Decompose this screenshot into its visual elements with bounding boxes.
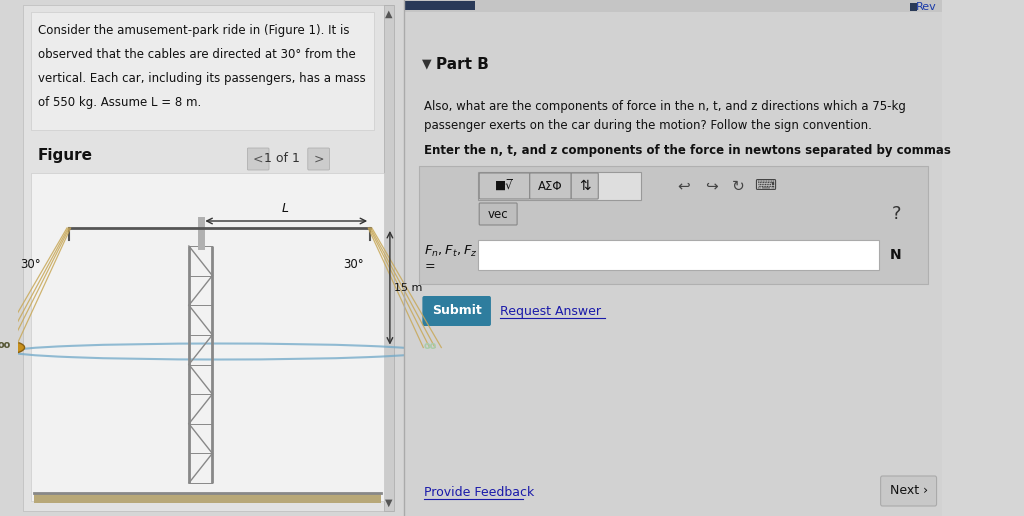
Text: of 550 kg. Assume L = 8 m.: of 550 kg. Assume L = 8 m. — [38, 96, 202, 109]
Text: oo: oo — [0, 340, 11, 349]
Ellipse shape — [0, 341, 25, 354]
Text: ▲: ▲ — [385, 9, 393, 19]
Text: ↩: ↩ — [678, 179, 690, 194]
FancyBboxPatch shape — [31, 12, 374, 130]
Text: Next ›: Next › — [890, 485, 928, 497]
Text: Figure: Figure — [38, 148, 93, 163]
Bar — [384, 5, 393, 511]
FancyBboxPatch shape — [478, 172, 641, 200]
Text: ▼: ▼ — [422, 57, 432, 70]
Text: vertical. Each car, including its passengers, has a mass: vertical. Each car, including its passen… — [38, 72, 366, 85]
Text: Request Answer: Request Answer — [500, 304, 601, 317]
Text: ?: ? — [892, 205, 901, 223]
Text: Consider the amusement-park ride in (Figure 1). It is: Consider the amusement-park ride in (Fig… — [38, 24, 349, 37]
Text: >: > — [313, 153, 324, 166]
Text: observed that the cables are directed at 30° from the: observed that the cables are directed at… — [38, 48, 356, 61]
FancyBboxPatch shape — [248, 148, 269, 170]
FancyBboxPatch shape — [23, 5, 392, 511]
Text: 1 of 1: 1 of 1 — [264, 153, 300, 166]
Text: L: L — [282, 202, 289, 215]
Text: Provide Feedback: Provide Feedback — [424, 486, 535, 498]
FancyBboxPatch shape — [881, 476, 937, 506]
Text: vec: vec — [487, 207, 509, 220]
Text: Rev: Rev — [915, 2, 937, 12]
Text: Also, what are the components of force in the n, t, and z directions which a 75-: Also, what are the components of force i… — [424, 100, 906, 113]
FancyBboxPatch shape — [529, 173, 571, 199]
Bar — [404, 1, 475, 10]
Text: $F_n, F_t, F_z$: $F_n, F_t, F_z$ — [424, 244, 478, 259]
Text: ▼: ▼ — [385, 498, 393, 508]
Text: Part B: Part B — [436, 57, 488, 72]
Text: 30°: 30° — [20, 257, 41, 270]
Bar — [35, 493, 381, 503]
Ellipse shape — [412, 341, 453, 354]
FancyBboxPatch shape — [479, 173, 529, 199]
Text: 30°: 30° — [343, 257, 365, 270]
Text: oo: oo — [424, 341, 437, 350]
FancyBboxPatch shape — [308, 148, 330, 170]
Text: N: N — [890, 248, 901, 262]
Bar — [404, 0, 942, 12]
Text: ■√̅: ■√̅ — [496, 180, 514, 192]
FancyBboxPatch shape — [422, 296, 490, 326]
Text: Enter the n, t, and z components of the force in newtons separated by commas: Enter the n, t, and z components of the … — [424, 144, 951, 157]
Text: =: = — [424, 260, 435, 273]
Text: passenger exerts on the car during the motion? Follow the sign convention.: passenger exerts on the car during the m… — [424, 119, 872, 132]
Text: ↪: ↪ — [705, 179, 718, 194]
Bar — [404, 0, 942, 516]
Bar — [909, 3, 916, 11]
Text: Submit: Submit — [432, 304, 481, 317]
Text: <: < — [253, 153, 263, 166]
FancyBboxPatch shape — [571, 173, 598, 199]
FancyBboxPatch shape — [419, 166, 928, 284]
Text: ⇅: ⇅ — [579, 179, 591, 193]
Text: 15 m: 15 m — [393, 283, 422, 293]
Text: ⌨: ⌨ — [754, 179, 776, 194]
FancyBboxPatch shape — [478, 240, 879, 270]
Text: ↻: ↻ — [732, 179, 744, 194]
Text: AΣΦ: AΣΦ — [539, 180, 563, 192]
Bar — [31, 173, 384, 501]
FancyBboxPatch shape — [479, 203, 517, 225]
